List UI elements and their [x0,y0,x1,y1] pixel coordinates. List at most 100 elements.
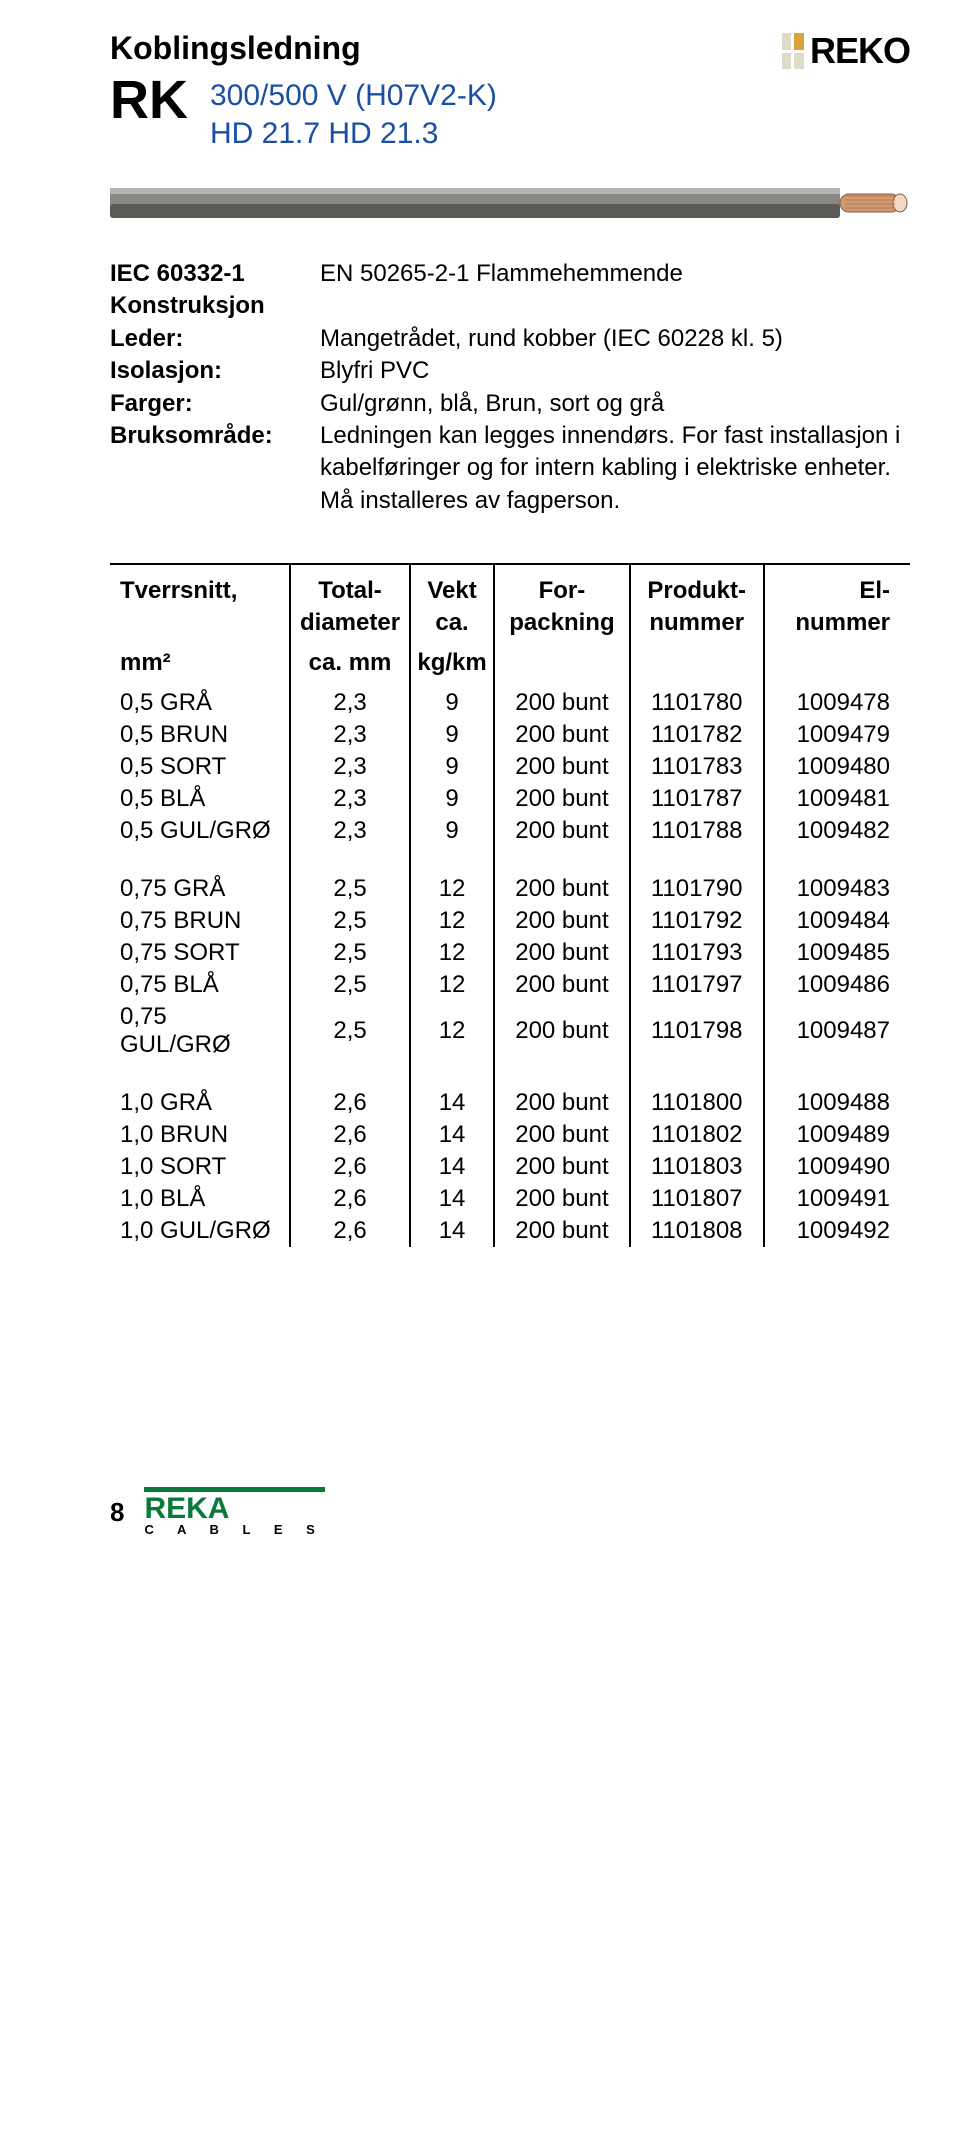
product-subtitle: 300/500 V (H07V2-K) HD 21.7 HD 21.3 [210,73,497,152]
th-forpackning-2: packning [494,607,630,647]
spec-list: IEC 60332-1EN 50265-2-1 FlammehemmendeKo… [110,258,910,517]
table-row: 0,75 GUL/GRØ2,512200 bunt11017981009487 [110,1001,910,1061]
table-row: 0,5 SORT2,39200 bunt11017831009480 [110,751,910,783]
table-cell: 1009479 [764,719,910,751]
product-code-block: RK 300/500 V (H07V2-K) HD 21.7 HD 21.3 [110,73,497,152]
table-cell: 1,0 GRÅ [110,1087,290,1119]
table-cell: 12 [410,905,494,937]
table-cell: 1101787 [630,783,764,815]
spec-row: Farger:Gul/grønn, blå, Brun, sort og grå [110,388,910,420]
table-cell: 2,6 [290,1087,410,1119]
spec-row: Bruksområde:Ledningen kan legges innendø… [110,420,910,517]
table-cell: 1009480 [764,751,910,783]
table-cell: 1101780 [630,687,764,719]
table-cell: 1009481 [764,783,910,815]
table-cell: 1,0 BRUN [110,1119,290,1151]
table-cell: 2,6 [290,1183,410,1215]
th-total-2: diameter [290,607,410,647]
subtitle-line2: HD 21.7 HD 21.3 [210,115,497,153]
table-cell: 1101788 [630,815,764,847]
data-table: Tverrsnitt, Total- Vekt For- Produkt- El… [110,563,910,1247]
table-cell: 14 [410,1215,494,1247]
group-spacer [110,1061,910,1087]
table-row: 1,0 BLÅ2,614200 bunt11018071009491 [110,1183,910,1215]
unit-camm: ca. mm [290,647,410,687]
table-cell: 1,0 GUL/GRØ [110,1215,290,1247]
table-cell: 1009487 [764,1001,910,1061]
table-cell: 200 bunt [494,1087,630,1119]
table-cell: 1101782 [630,719,764,751]
table-row: 0,75 BRUN2,512200 bunt11017921009484 [110,905,910,937]
unit-blank4 [630,647,764,687]
th-vekt: Vekt [410,564,494,607]
table-cell: 1009485 [764,937,910,969]
table-cell: 2,5 [290,969,410,1001]
spec-row: Leder:Mangetrådet, rund kobber (IEC 6022… [110,323,910,355]
table-row: 0,5 BRUN2,39200 bunt11017821009479 [110,719,910,751]
table-cell: 9 [410,815,494,847]
table-row: 1,0 GUL/GRØ2,614200 bunt11018081009492 [110,1215,910,1247]
unit-kgkm: kg/km [410,647,494,687]
th-tverrsnitt: Tverrsnitt, [110,564,290,607]
table-cell: 1101798 [630,1001,764,1061]
table-cell: 9 [410,687,494,719]
table-cell: 0,75 SORT [110,937,290,969]
table-cell: 14 [410,1119,494,1151]
table-cell: 0,75 BLÅ [110,969,290,1001]
table-row: 0,75 SORT2,512200 bunt11017931009485 [110,937,910,969]
table-cell: 1101802 [630,1119,764,1151]
table-cell: 1101792 [630,905,764,937]
table-row: 1,0 GRÅ2,614200 bunt11018001009488 [110,1087,910,1119]
spec-value: Blyfri PVC [320,355,910,387]
brand-logo: REKO [782,30,910,72]
table-cell: 9 [410,783,494,815]
table-cell: 200 bunt [494,783,630,815]
table-cell: 200 bunt [494,1151,630,1183]
table-cell: 200 bunt [494,905,630,937]
table-cell: 1009486 [764,969,910,1001]
unit-blank5 [764,647,910,687]
table-cell: 2,5 [290,1001,410,1061]
table-cell: 1009489 [764,1119,910,1151]
header: Koblingsledning RK 300/500 V (H07V2-K) H… [110,30,910,152]
table-cell: 2,5 [290,873,410,905]
table-cell: 1101797 [630,969,764,1001]
table-cell: 1101803 [630,1151,764,1183]
table-cell: 0,5 GRÅ [110,687,290,719]
table-cell: 1101808 [630,1215,764,1247]
footer-logo: REKA C A B L E S [144,1487,324,1537]
table-cell: 1009492 [764,1215,910,1247]
spec-value [320,290,910,322]
table-cell: 200 bunt [494,1183,630,1215]
table-cell: 0,5 BRUN [110,719,290,751]
table-cell: 14 [410,1183,494,1215]
table-row: 0,5 BLÅ2,39200 bunt11017871009481 [110,783,910,815]
table-cell: 0,75 GRÅ [110,873,290,905]
spec-row: Konstruksjon [110,290,910,322]
table-row: 0,75 GRÅ2,512200 bunt11017901009483 [110,873,910,905]
table-cell: 1009483 [764,873,910,905]
table-cell: 2,5 [290,905,410,937]
spec-label: Leder: [110,323,320,355]
unit-blank3 [494,647,630,687]
th-vekt-2: ca. [410,607,494,647]
table-cell: 200 bunt [494,1001,630,1061]
page-number: 8 [110,1497,124,1528]
spec-label: IEC 60332-1 [110,258,320,290]
table-row: 1,0 BRUN2,614200 bunt11018021009489 [110,1119,910,1151]
table-cell: 12 [410,937,494,969]
table-cell: 2,3 [290,751,410,783]
table-cell: 14 [410,1087,494,1119]
table-cell: 200 bunt [494,815,630,847]
spec-row: Isolasjon:Blyfri PVC [110,355,910,387]
table-cell: 0,75 GUL/GRØ [110,1001,290,1061]
table-cell: 2,3 [290,719,410,751]
table-row: 0,75 BLÅ2,512200 bunt11017971009486 [110,969,910,1001]
spec-row: IEC 60332-1EN 50265-2-1 Flammehemmende [110,258,910,290]
table-cell: 1009484 [764,905,910,937]
table-cell: 1009490 [764,1151,910,1183]
spec-label: Isolasjon: [110,355,320,387]
table-cell: 1009478 [764,687,910,719]
table-cell: 200 bunt [494,719,630,751]
table-cell: 1009488 [764,1087,910,1119]
